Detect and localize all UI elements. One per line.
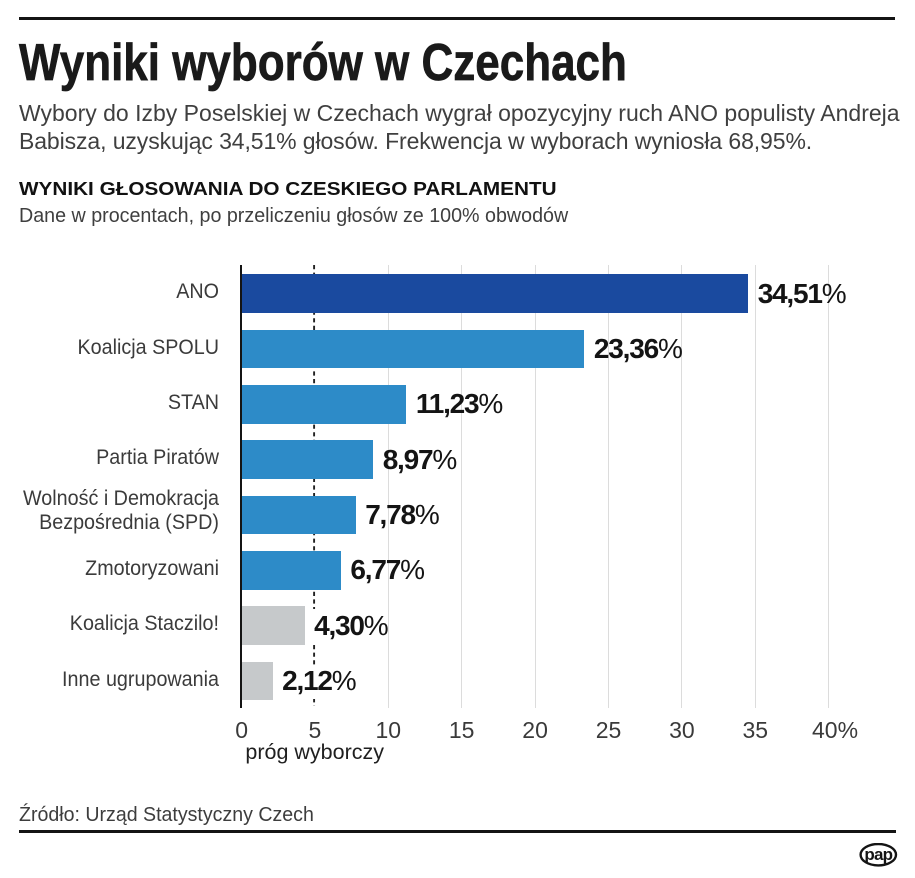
svg-text:pap: pap (864, 845, 892, 864)
